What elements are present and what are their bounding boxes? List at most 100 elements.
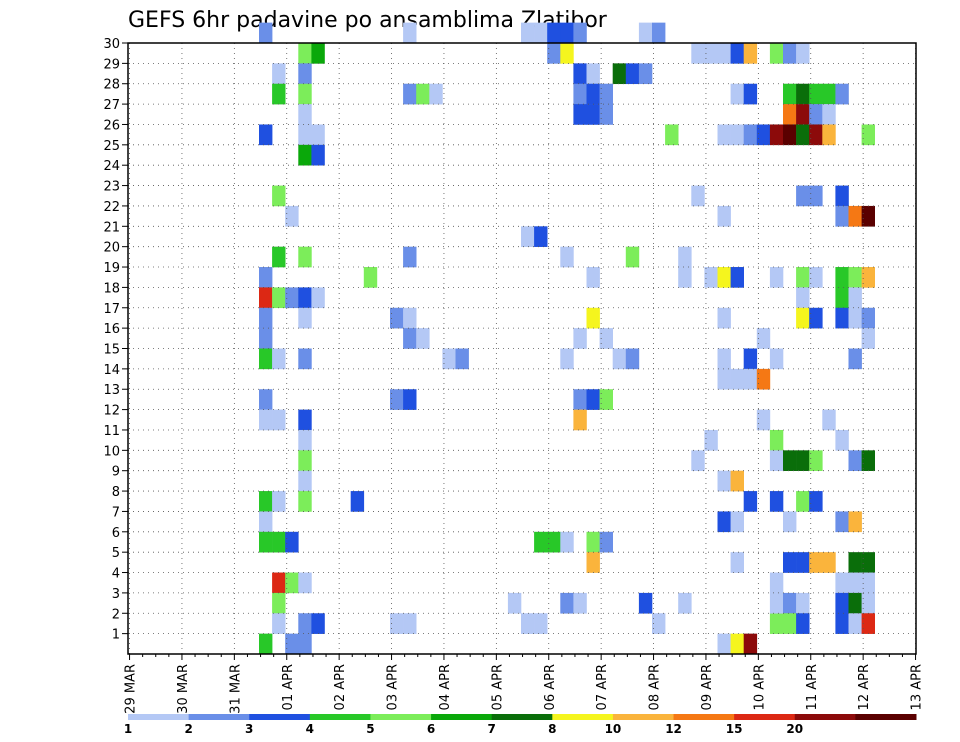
- heatmap-cell: [809, 124, 823, 146]
- heatmap-cell: [272, 592, 286, 614]
- heatmap-cell: [586, 104, 600, 125]
- heatmap-cell: [717, 124, 731, 146]
- heatmap-cell: [743, 368, 758, 390]
- heatmap-cell: [311, 287, 325, 309]
- heatmap-cell: [730, 267, 744, 288]
- heatmap-cell: [259, 348, 273, 370]
- colorbar-swatch: [188, 714, 250, 720]
- heatmap-cell: [560, 43, 574, 64]
- colorbar-label: 12: [665, 722, 682, 736]
- colorbar-swatch: [673, 714, 735, 720]
- heatmap-cell: [298, 43, 312, 64]
- y-tick-label: 4: [112, 567, 120, 582]
- heatmap-cell: [861, 124, 875, 146]
- heatmap-cell: [861, 328, 875, 349]
- heatmap-cell: [272, 287, 286, 309]
- heatmap-cell: [311, 144, 325, 166]
- heatmap-cell: [311, 43, 325, 64]
- heatmap-cell: [298, 491, 312, 512]
- heatmap-cell: [272, 83, 286, 105]
- heatmap-cell: [298, 307, 312, 329]
- heatmap-cell: [848, 287, 862, 309]
- y-tick-label: 7: [112, 505, 120, 520]
- y-tick-label: 10: [103, 444, 120, 459]
- heatmap-cell: [403, 246, 417, 268]
- heatmap-cell: [796, 491, 810, 512]
- heatmap-cell: [769, 613, 784, 634]
- heatmap-cell: [573, 328, 587, 349]
- heatmap-cell: [717, 43, 731, 64]
- heatmap-cell: [730, 124, 744, 146]
- heatmap-cell: [730, 368, 744, 390]
- heatmap-cell: [259, 511, 273, 533]
- heatmap-cell: [809, 307, 823, 329]
- heatmap-cell: [298, 409, 312, 431]
- heatmap-cell: [730, 83, 744, 105]
- heatmap-cell: [848, 511, 862, 533]
- heatmap-cell: [390, 307, 404, 329]
- heatmap-cell: [534, 226, 548, 247]
- colorbar-swatch: [794, 714, 856, 720]
- colorbar-swatch: [249, 714, 311, 720]
- x-tick-label: 12 APR: [857, 664, 872, 710]
- colorbar-swatch: [552, 714, 614, 720]
- heatmap-cell: [638, 63, 653, 85]
- heatmap-cell: [272, 613, 286, 634]
- heatmap-cell: [272, 246, 286, 268]
- heatmap-cell: [560, 246, 574, 268]
- heatmap-cell: [363, 267, 378, 288]
- heatmap-cell: [298, 124, 312, 146]
- heatmap-cell: [796, 83, 810, 105]
- heatmap-cell: [809, 552, 823, 573]
- colorbar-swatch: [370, 714, 432, 720]
- heatmap-cell: [861, 267, 875, 288]
- heatmap-cell: [796, 307, 810, 329]
- heatmap-cell: [717, 205, 731, 227]
- heatmap-cell: [861, 450, 875, 471]
- heatmap-cell: [599, 389, 613, 410]
- heatmap-cell: [573, 592, 587, 614]
- heatmap-cell: [599, 531, 613, 553]
- x-tick-label: 08 APR: [648, 664, 663, 710]
- heatmap-cell: [652, 613, 666, 634]
- heatmap-cell: [861, 613, 875, 634]
- heatmap-cell: [272, 185, 286, 207]
- heatmap-cell: [730, 552, 744, 573]
- heatmap-cell: [809, 185, 823, 207]
- heatmap-cell: [259, 307, 273, 329]
- heatmap-cell: [783, 613, 797, 634]
- heatmap-cell: [756, 368, 771, 390]
- heatmap-cell: [534, 613, 548, 634]
- heatmap-cell: [848, 267, 862, 288]
- heatmap-cell: [652, 22, 666, 44]
- heatmap-cell: [796, 124, 810, 146]
- heatmap-cell: [560, 531, 574, 553]
- heatmap-cell: [586, 389, 600, 410]
- y-tick-label: 8: [112, 485, 120, 500]
- heatmap-cell: [272, 491, 286, 512]
- heatmap-cell: [573, 104, 587, 125]
- heatmap-cell: [259, 124, 273, 146]
- heatmap-cell: [272, 531, 286, 553]
- heatmap-cell: [599, 328, 613, 349]
- heatmap-cell: [717, 511, 731, 533]
- heatmap-cell: [796, 43, 810, 64]
- heatmap-cell: [573, 63, 587, 85]
- heatmap-cell: [586, 63, 600, 85]
- heatmap-cell: [403, 389, 417, 410]
- heatmap-cell: [796, 104, 810, 125]
- y-tick-label: 14: [103, 363, 120, 378]
- heatmap-cell: [769, 124, 784, 146]
- colorbar-label: 20: [786, 722, 803, 736]
- heatmap-cell: [861, 552, 875, 573]
- heatmap-cell: [311, 613, 325, 634]
- y-tick-label: 21: [103, 220, 120, 235]
- heatmap-cell: [547, 22, 561, 44]
- heatmap-cell: [704, 43, 718, 64]
- x-tick-label: 07 APR: [595, 664, 610, 710]
- heatmap-cell: [521, 226, 535, 247]
- heatmap-cell: [298, 348, 312, 370]
- heatmap-cell: [534, 531, 548, 553]
- heatmap-cell: [298, 83, 312, 105]
